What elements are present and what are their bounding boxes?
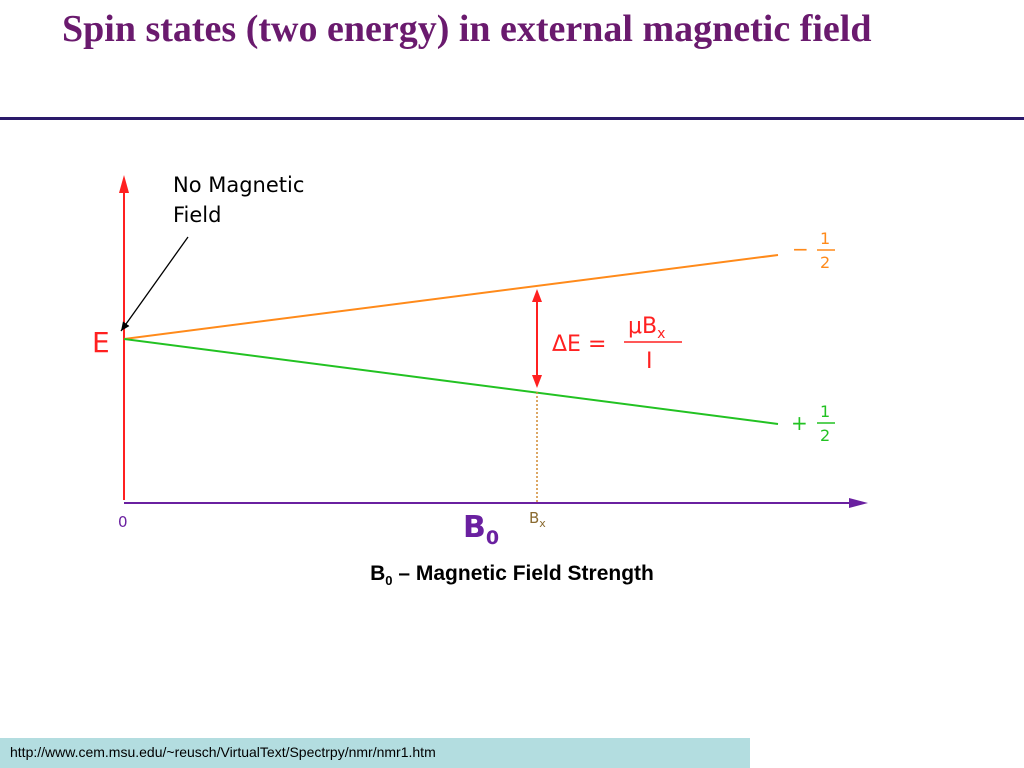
source-url[interactable]: http://www.cem.msu.edu/~reusch/VirtualTe… [10, 744, 436, 760]
energy-axis-arrowhead [119, 175, 129, 193]
svg-text:+: + [791, 411, 808, 435]
slide-title: Spin states (two energy) in external mag… [62, 8, 872, 50]
delta-e-arrowhead-down [532, 375, 542, 388]
annotation-line-2: Field [173, 203, 221, 227]
annotation-line-1: No Magnetic [173, 173, 304, 197]
diagram-caption: B0 – Magnetic Field Strength [370, 562, 654, 589]
lower-spin-state-line [123, 338, 779, 425]
energy-level-diagram: No Magnetic Field E 0 B0 Bx − 1 2 + 1 2 … [92, 173, 868, 549]
title-divider [0, 117, 1024, 120]
delta-e-arrowhead-up [532, 289, 542, 302]
svg-text:2: 2 [820, 426, 830, 445]
svg-text:μBx: μBx [628, 314, 665, 342]
svg-text:1: 1 [820, 229, 830, 248]
annotation-arrow [120, 236, 189, 332]
bx-label: Bx [529, 509, 546, 530]
delta-e-equation: ΔE = μBx I [552, 314, 682, 374]
svg-text:1: 1 [820, 402, 830, 421]
field-axis-arrowhead [849, 498, 868, 508]
svg-text:I: I [646, 349, 653, 374]
energy-axis-label: E [92, 326, 110, 359]
upper-state-label: − 1 2 [792, 229, 835, 272]
svg-text:−: − [792, 237, 809, 261]
upper-spin-state-line [123, 254, 779, 340]
lower-state-label: + 1 2 [791, 402, 835, 445]
svg-text:2: 2 [820, 253, 830, 272]
origin-label: 0 [118, 513, 128, 531]
svg-text:ΔE =: ΔE = [552, 332, 606, 357]
source-footer: http://www.cem.msu.edu/~reusch/VirtualTe… [0, 738, 750, 768]
field-axis-label: B0 [463, 510, 499, 549]
